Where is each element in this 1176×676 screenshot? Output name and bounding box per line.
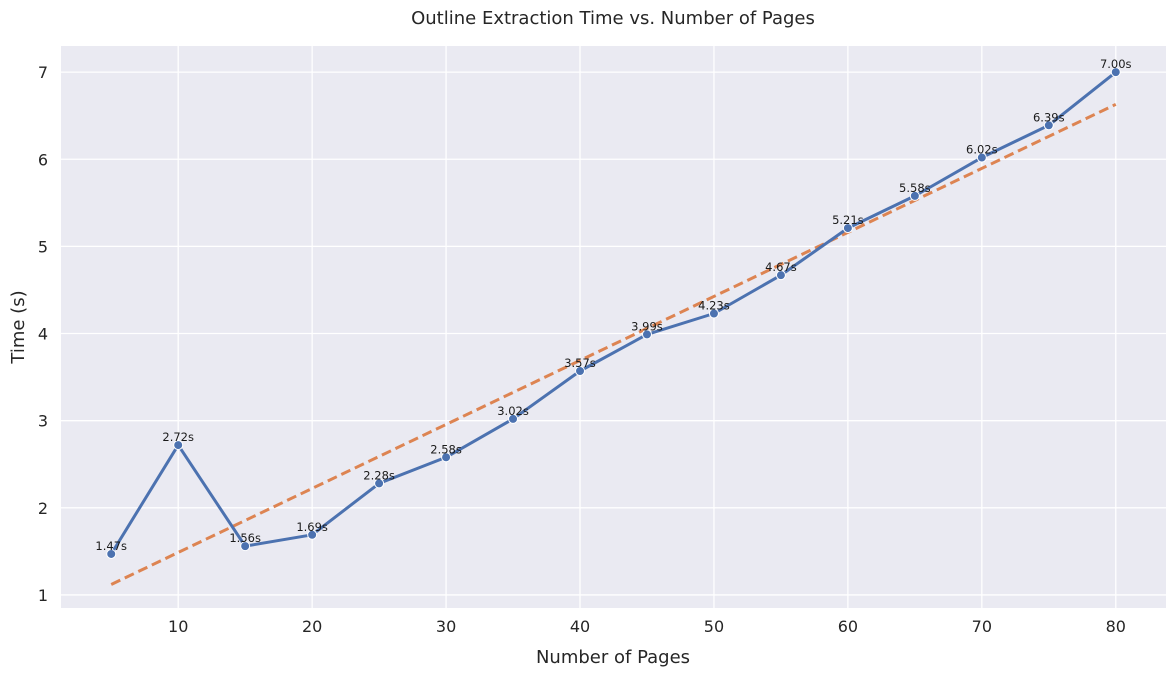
- series-layer: [106, 67, 1121, 586]
- data-label: 1.69s: [296, 520, 328, 534]
- x-tick-label: 30: [436, 617, 456, 636]
- x-tick-label: 60: [838, 617, 858, 636]
- chart-title: Outline Extraction Time vs. Number of Pa…: [411, 8, 815, 29]
- data-label: 5.58s: [899, 181, 931, 195]
- data-label: 2.58s: [430, 442, 462, 456]
- x-tick-label: 50: [704, 617, 724, 636]
- data-label: 4.23s: [698, 298, 730, 312]
- y-tick-label: 7: [38, 63, 48, 82]
- data-label: 1.47s: [95, 539, 127, 553]
- data-point: [641, 329, 652, 340]
- x-tick-label: 40: [570, 617, 590, 636]
- data-point: [1043, 120, 1054, 131]
- data-point: [909, 190, 920, 201]
- data-label: 7.00s: [1100, 57, 1132, 71]
- data-label: 2.28s: [363, 468, 395, 482]
- y-tick-label: 5: [38, 237, 48, 256]
- x-axis-label: Number of Pages: [536, 647, 690, 668]
- data-label: 3.02s: [497, 404, 529, 418]
- data-point: [708, 308, 719, 319]
- data-label: 3.57s: [564, 356, 596, 370]
- x-tick-label: 80: [1106, 617, 1126, 636]
- data-label: 4.67s: [765, 260, 797, 274]
- x-tick-label: 70: [972, 617, 992, 636]
- data-label: 6.39s: [1033, 110, 1065, 124]
- x-ticks: 10 20 30 40 50 60 70 80: [168, 617, 1126, 636]
- data-label: 6.02s: [966, 143, 998, 157]
- time-line: [109, 70, 1117, 555]
- x-tick-label: 10: [168, 617, 188, 636]
- data-point: [106, 548, 117, 559]
- data-point: [173, 440, 184, 451]
- data-point: [1110, 67, 1121, 78]
- y-tick-label: 3: [38, 412, 48, 431]
- data-point: [307, 529, 318, 540]
- data-point: [508, 413, 519, 424]
- y-ticks: 1 2 3 4 5 6 7: [38, 63, 48, 605]
- data-label: 1.56s: [229, 531, 261, 545]
- data-label: 5.21s: [832, 213, 864, 227]
- data-point: [976, 152, 987, 163]
- data-point: [240, 541, 251, 552]
- y-tick-label: 2: [38, 499, 48, 518]
- data-point: [374, 478, 385, 489]
- y-tick-label: 4: [38, 325, 48, 344]
- x-tick-label: 20: [302, 617, 322, 636]
- y-tick-label: 1: [38, 586, 48, 605]
- data-labels: 1.47s 2.72s 1.56s 1.69s 2.28s 2.58s 3.02s 3.57s…: [95, 57, 1131, 553]
- plot-area: [61, 46, 1166, 608]
- data-point: [842, 223, 853, 234]
- trend-line: [110, 103, 1117, 586]
- y-axis-label: Time (s): [8, 290, 29, 364]
- y-tick-label: 6: [38, 150, 48, 169]
- data-label: 3.99s: [631, 319, 663, 333]
- data-point: [775, 270, 786, 281]
- data-label: 2.72s: [162, 430, 194, 444]
- data-point: [441, 452, 452, 463]
- data-point: [575, 366, 586, 377]
